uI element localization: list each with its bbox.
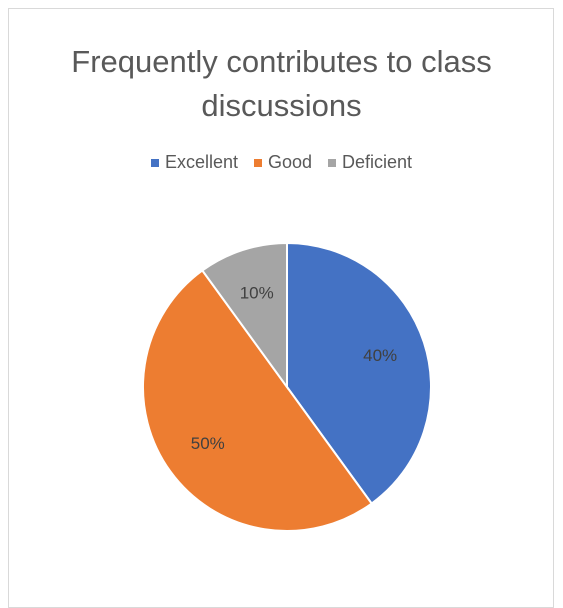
legend-label: Good [267,152,313,172]
legend-swatch [150,158,159,167]
pie-slice [286,241,432,505]
chart: 40% 50% 10% [142,241,432,532]
pie-slice [200,241,288,391]
pie-slice [142,269,374,532]
legend-swatch [253,158,262,167]
page: Frequently contributes to class discussi… [0,8,563,608]
legend: Excellent Good Deficient [0,152,563,173]
legend-swatch [328,158,337,167]
chart-title: Frequently contributes to class discussi… [71,44,492,123]
legend-item: Good [253,152,313,173]
legend-item: Excellent [150,152,238,173]
legend-item: Deficient [328,152,412,173]
legend-label: Deficient [342,152,413,172]
data-label: 50% [191,434,225,453]
legend-label: Excellent [164,152,238,172]
data-label: 40% [363,346,397,365]
data-label: 10% [240,283,274,302]
